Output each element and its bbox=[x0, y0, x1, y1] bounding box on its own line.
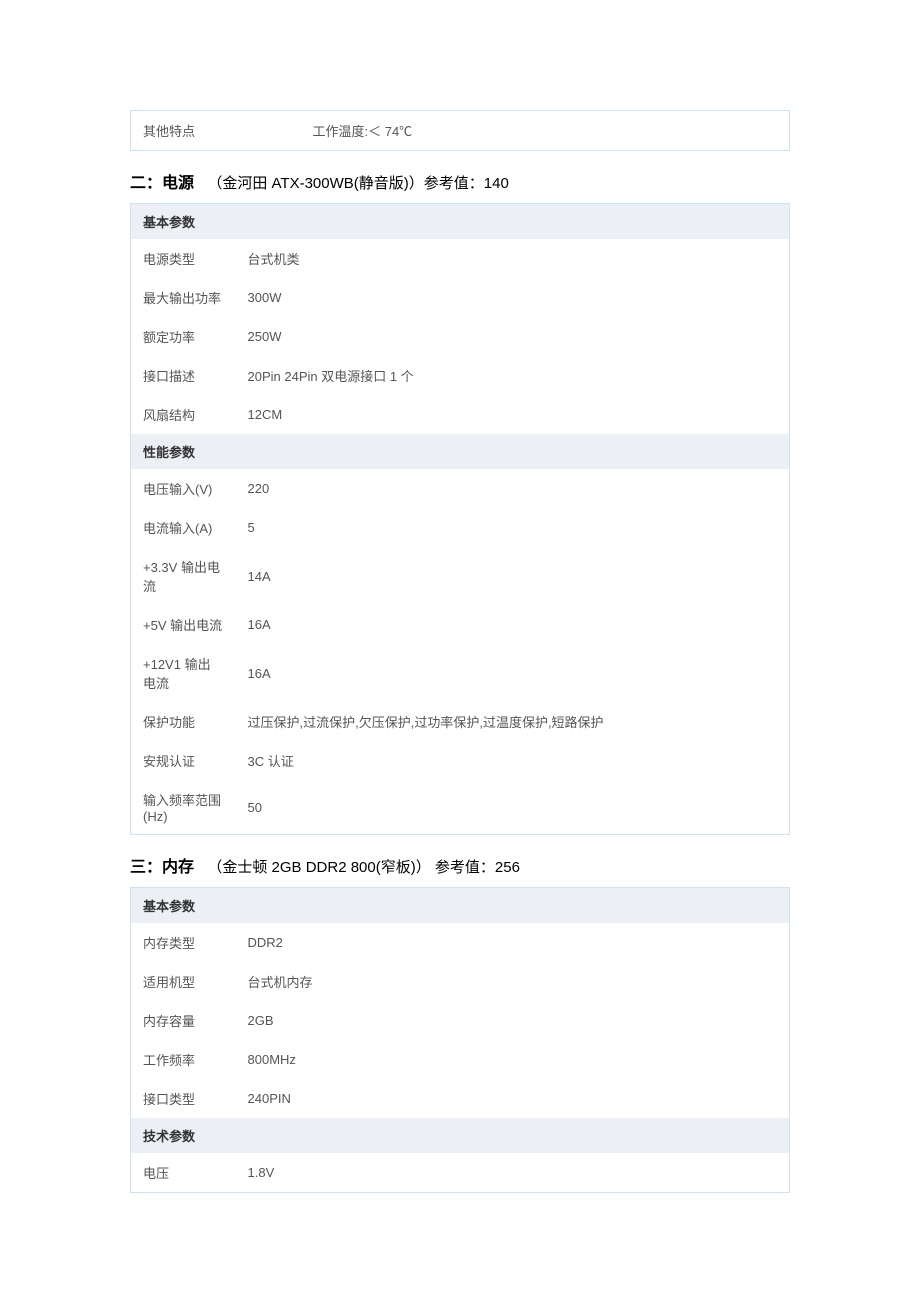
heading-product: （金士顿 2GB DDR2 800(窄板)） 参考值：256 bbox=[207, 859, 520, 876]
row-label: +3.3V 输出电流 bbox=[131, 547, 236, 605]
row-value: 220 bbox=[236, 469, 790, 508]
spec-table-top: 其他特点 工作温度:＜ 74℃ bbox=[130, 110, 790, 151]
section-header-row: 基本参数 bbox=[131, 204, 790, 240]
row-value: 20Pin 24Pin 双电源接口 1 个 bbox=[236, 356, 790, 395]
row-value: DDR2 bbox=[236, 923, 790, 962]
row-label: 电压 bbox=[131, 1153, 236, 1193]
row-label: 风扇结构 bbox=[131, 395, 236, 434]
spec-table-power: 基本参数 电源类型 台式机类 最大输出功率 300W 额定功率 250W 接口描… bbox=[130, 203, 790, 835]
row-value: 台式机内存 bbox=[236, 962, 790, 1001]
section-header-row: 基本参数 bbox=[131, 888, 790, 924]
row-value: 16A bbox=[236, 644, 790, 702]
section-heading-2: 二：电源 （金河田 ATX-300WB(静音版)）参考值：140 bbox=[130, 169, 790, 193]
row-label: 接口描述 bbox=[131, 356, 236, 395]
row-value: 3C 认证 bbox=[236, 741, 790, 780]
row-label: 安规认证 bbox=[131, 741, 236, 780]
table-row: 额定功率 250W bbox=[131, 317, 790, 356]
table-row: 最大输出功率 300W bbox=[131, 278, 790, 317]
table-row: +3.3V 输出电流 14A bbox=[131, 547, 790, 605]
row-label: 保护功能 bbox=[131, 702, 236, 741]
row-value: 300W bbox=[236, 278, 790, 317]
heading-prefix: 三：内存 bbox=[130, 859, 194, 876]
table-row: 电源类型 台式机类 bbox=[131, 239, 790, 278]
row-label: 内存容量 bbox=[131, 1001, 236, 1040]
spec-table-memory: 基本参数 内存类型 DDR2 适用机型 台式机内存 内存容量 2GB 工作频率 … bbox=[130, 887, 790, 1193]
row-value: 250W bbox=[236, 317, 790, 356]
row-value: 12CM bbox=[236, 395, 790, 434]
row-label: 接口类型 bbox=[131, 1079, 236, 1118]
table-row: 电压输入(V) 220 bbox=[131, 469, 790, 508]
table-row: 工作频率 800MHz bbox=[131, 1040, 790, 1079]
table-row: 风扇结构 12CM bbox=[131, 395, 790, 434]
row-value: 5 bbox=[236, 508, 790, 547]
row-value: 过压保护,过流保护,欠压保护,过功率保护,过温度保护,短路保护 bbox=[236, 702, 790, 741]
table-row: 电流输入(A) 5 bbox=[131, 508, 790, 547]
row-value: 1.8V bbox=[236, 1153, 790, 1193]
table-row: +5V 输出电流 16A bbox=[131, 605, 790, 644]
table-row: 安规认证 3C 认证 bbox=[131, 741, 790, 780]
row-label: 其他特点 bbox=[131, 111, 301, 151]
table-row: 输入频率范围(Hz) 50 bbox=[131, 780, 790, 835]
table-row: 适用机型 台式机内存 bbox=[131, 962, 790, 1001]
table-row: 接口类型 240PIN bbox=[131, 1079, 790, 1118]
row-label: 工作频率 bbox=[131, 1040, 236, 1079]
section-heading-3: 三：内存 （金士顿 2GB DDR2 800(窄板)） 参考值：256 bbox=[130, 853, 790, 877]
row-label: 电源类型 bbox=[131, 239, 236, 278]
row-value: 50 bbox=[236, 780, 790, 835]
section-header-label: 性能参数 bbox=[131, 434, 790, 469]
row-value: 14A bbox=[236, 547, 790, 605]
row-label: +12V1 输出电流 bbox=[131, 644, 236, 702]
heading-prefix: 二：电源 bbox=[130, 175, 194, 192]
row-value: 800MHz bbox=[236, 1040, 790, 1079]
table-row: 内存容量 2GB bbox=[131, 1001, 790, 1040]
section-header-label: 基本参数 bbox=[131, 888, 790, 924]
row-label: 额定功率 bbox=[131, 317, 236, 356]
row-label: 内存类型 bbox=[131, 923, 236, 962]
table-row: 其他特点 工作温度:＜ 74℃ bbox=[131, 111, 790, 151]
row-label: 适用机型 bbox=[131, 962, 236, 1001]
table-row: 保护功能 过压保护,过流保护,欠压保护,过功率保护,过温度保护,短路保护 bbox=[131, 702, 790, 741]
row-label: 输入频率范围(Hz) bbox=[131, 780, 236, 835]
row-label: +5V 输出电流 bbox=[131, 605, 236, 644]
row-label: 电流输入(A) bbox=[131, 508, 236, 547]
section-header-row: 技术参数 bbox=[131, 1118, 790, 1153]
row-label: 最大输出功率 bbox=[131, 278, 236, 317]
table-row: +12V1 输出电流 16A bbox=[131, 644, 790, 702]
row-value: 工作温度:＜ 74℃ bbox=[301, 111, 790, 151]
row-label: 电压输入(V) bbox=[131, 469, 236, 508]
row-value: 台式机类 bbox=[236, 239, 790, 278]
section-header-label: 基本参数 bbox=[131, 204, 790, 240]
table-row: 电压 1.8V bbox=[131, 1153, 790, 1193]
heading-product: （金河田 ATX-300WB(静音版)）参考值：140 bbox=[207, 175, 508, 192]
section-header-row: 性能参数 bbox=[131, 434, 790, 469]
table-row: 内存类型 DDR2 bbox=[131, 923, 790, 962]
table-row: 接口描述 20Pin 24Pin 双电源接口 1 个 bbox=[131, 356, 790, 395]
row-value: 2GB bbox=[236, 1001, 790, 1040]
section-header-label: 技术参数 bbox=[131, 1118, 790, 1153]
row-value: 240PIN bbox=[236, 1079, 790, 1118]
row-value: 16A bbox=[236, 605, 790, 644]
